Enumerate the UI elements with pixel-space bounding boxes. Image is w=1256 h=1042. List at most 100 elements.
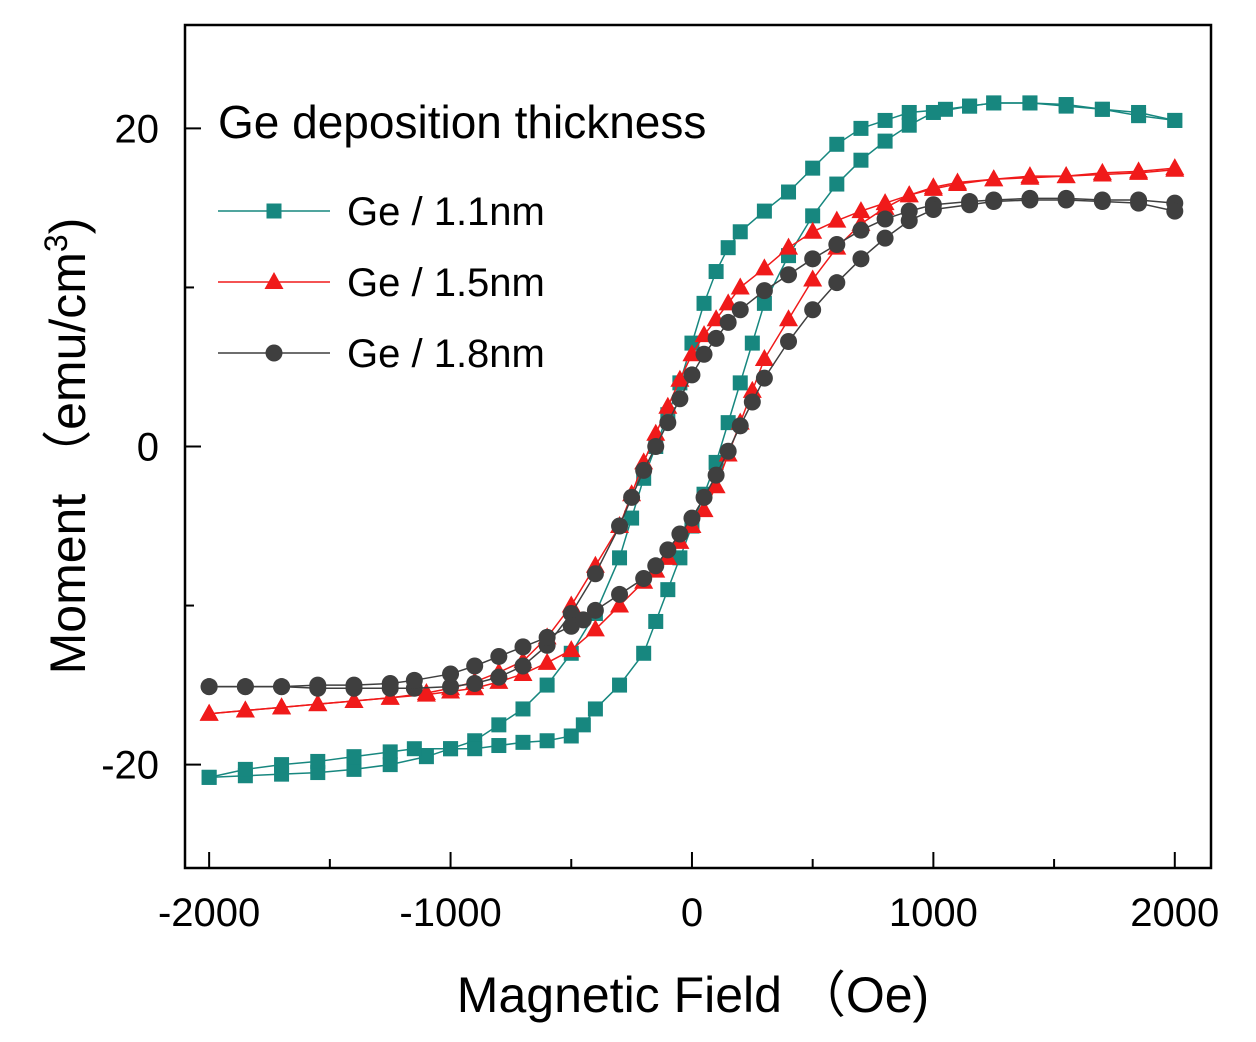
data-point <box>827 210 847 228</box>
data-point <box>515 734 531 750</box>
data-point <box>467 741 483 757</box>
data-point <box>708 264 724 280</box>
data-point <box>442 678 460 696</box>
data-point <box>405 671 423 689</box>
y-tick-label: -20 <box>101 744 159 788</box>
data-point <box>274 757 290 773</box>
data-point <box>539 677 555 693</box>
data-point <box>694 500 714 518</box>
data-point <box>1130 194 1148 212</box>
data-point <box>925 104 941 120</box>
data-point <box>852 221 870 239</box>
x-tick-label: -2000 <box>158 891 260 935</box>
data-point <box>803 269 823 287</box>
data-point <box>1165 159 1185 177</box>
data-point <box>901 104 917 120</box>
data-point <box>961 196 979 214</box>
data-point <box>346 761 362 777</box>
data-point <box>743 393 761 411</box>
data-point <box>670 369 690 387</box>
y-axis-title-close: ) <box>40 218 96 235</box>
data-point <box>805 208 821 224</box>
data-point <box>962 98 978 114</box>
data-point <box>877 133 893 149</box>
data-point <box>575 717 591 733</box>
data-point <box>683 366 701 384</box>
data-point <box>272 697 292 715</box>
data-point <box>466 674 484 692</box>
data-point <box>1092 164 1112 182</box>
data-point <box>779 309 799 327</box>
data-point <box>1021 191 1039 209</box>
y-tick-label: 20 <box>115 107 160 151</box>
y-axis-title-superscript: 3 <box>38 234 74 252</box>
data-point <box>851 201 871 219</box>
data-point <box>345 676 363 694</box>
data-point <box>696 295 712 311</box>
data-point <box>719 313 737 331</box>
data-point <box>416 684 436 702</box>
data-point <box>899 185 919 203</box>
data-point <box>948 172 968 190</box>
data-point <box>344 690 364 708</box>
series-2 <box>199 158 1185 721</box>
data-point <box>647 438 665 455</box>
data-point <box>636 645 652 661</box>
data-point <box>612 550 628 566</box>
data-point <box>707 466 725 484</box>
y-tick-label: 0 <box>137 426 159 470</box>
data-point <box>719 442 737 460</box>
data-point <box>804 301 822 319</box>
data-point <box>561 640 581 658</box>
axis-tick-labels: -2000 -1000 0 1000 2000 -20 0 20 <box>101 107 1219 935</box>
data-point <box>731 301 749 319</box>
data-point <box>308 694 328 712</box>
data-point <box>611 517 629 535</box>
data-point <box>624 510 640 526</box>
data-point <box>442 665 460 683</box>
x-tick-label: 1000 <box>889 891 978 935</box>
axis-ticks <box>185 127 1176 868</box>
data-point <box>660 582 676 598</box>
data-point <box>1129 162 1149 180</box>
data-point <box>1167 112 1183 128</box>
data-point <box>901 117 917 133</box>
data-point <box>466 657 484 675</box>
data-point <box>684 335 700 351</box>
legend-label: Ge / 1.8nm <box>347 332 545 376</box>
data-point <box>538 628 556 646</box>
data-point <box>382 757 398 773</box>
data-point <box>537 652 557 670</box>
data-point <box>491 738 507 754</box>
data-point <box>514 638 532 656</box>
data-point <box>610 595 630 613</box>
data-point <box>623 488 641 506</box>
data-point <box>309 676 327 694</box>
data-point <box>732 375 748 391</box>
legend-title: Ge deposition thickness <box>218 96 706 148</box>
data-point <box>985 193 1003 211</box>
data-point <box>732 224 748 240</box>
data-point <box>780 266 798 284</box>
data-point <box>695 488 713 506</box>
data-point <box>611 585 629 603</box>
data-point <box>754 349 774 367</box>
data-point <box>755 282 773 300</box>
data-point <box>828 235 846 253</box>
data-point <box>1094 101 1110 117</box>
data-point <box>755 369 773 387</box>
data-point <box>647 557 665 575</box>
data-point <box>273 678 291 696</box>
legend-label: Ge / 1.5nm <box>347 261 545 305</box>
data-point <box>781 184 797 200</box>
series-layer <box>199 95 1185 785</box>
data-point <box>381 674 399 692</box>
series-3 <box>200 189 1184 697</box>
data-point <box>803 221 823 239</box>
series-line-descending <box>209 167 1175 715</box>
data-point <box>853 120 869 136</box>
data-point <box>731 417 749 435</box>
data-point <box>574 611 592 629</box>
data-point <box>706 476 726 494</box>
data-point <box>877 112 893 128</box>
